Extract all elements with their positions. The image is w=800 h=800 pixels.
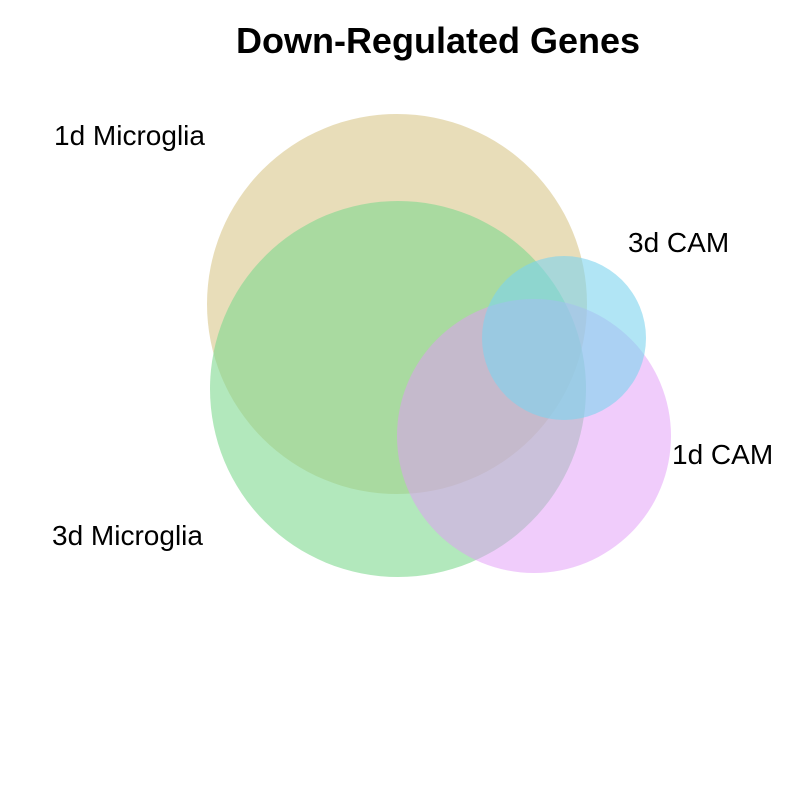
- set-label-1d-cam: 1d CAM: [672, 439, 773, 470]
- set-label-3d-cam: 3d CAM: [628, 227, 729, 258]
- set-label-3d-microglia: 3d Microglia: [52, 520, 203, 551]
- diagram-title: Down-Regulated Genes: [235, 20, 641, 61]
- venn-circle-3d-cam: [482, 256, 646, 420]
- set-label-1d-microglia: 1d Microglia: [54, 120, 205, 151]
